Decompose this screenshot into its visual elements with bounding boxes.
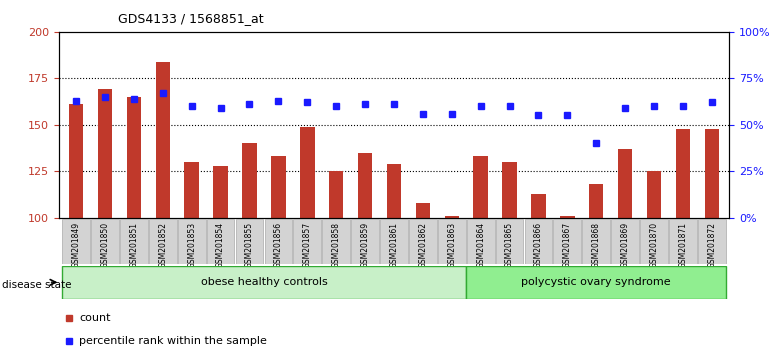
Bar xyxy=(322,219,350,264)
Bar xyxy=(178,219,205,264)
Bar xyxy=(554,219,581,264)
Bar xyxy=(155,62,170,218)
Text: GSM201855: GSM201855 xyxy=(245,222,254,268)
Text: GSM201871: GSM201871 xyxy=(678,222,688,268)
Text: GSM201865: GSM201865 xyxy=(505,222,514,268)
Bar xyxy=(91,219,119,264)
Text: GSM201849: GSM201849 xyxy=(71,222,81,268)
Bar xyxy=(705,129,719,218)
Text: GSM201858: GSM201858 xyxy=(332,222,341,268)
Bar xyxy=(495,219,524,264)
Text: GSM201863: GSM201863 xyxy=(447,222,456,268)
Text: GSM201850: GSM201850 xyxy=(100,222,110,268)
Text: GDS4133 / 1568851_at: GDS4133 / 1568851_at xyxy=(118,12,263,25)
Text: GSM201859: GSM201859 xyxy=(361,222,369,268)
Text: GSM201866: GSM201866 xyxy=(534,222,543,268)
Bar xyxy=(184,162,199,218)
Bar xyxy=(474,156,488,218)
Bar xyxy=(149,219,176,264)
Text: GSM201864: GSM201864 xyxy=(476,222,485,268)
Text: GSM201867: GSM201867 xyxy=(563,222,572,268)
Text: percentile rank within the sample: percentile rank within the sample xyxy=(79,336,267,346)
Bar xyxy=(466,266,726,299)
Bar xyxy=(264,219,292,264)
Bar xyxy=(589,184,604,218)
Text: GSM201851: GSM201851 xyxy=(129,222,139,268)
Bar xyxy=(329,171,343,218)
Bar xyxy=(358,153,372,218)
Bar xyxy=(640,219,668,264)
Bar xyxy=(127,97,141,218)
Bar xyxy=(532,194,546,218)
Bar xyxy=(618,149,633,218)
Text: GSM201872: GSM201872 xyxy=(707,222,717,268)
Bar xyxy=(583,219,610,264)
Text: count: count xyxy=(79,313,111,323)
Bar xyxy=(62,266,466,299)
Text: GSM201852: GSM201852 xyxy=(158,222,167,268)
Bar xyxy=(351,219,379,264)
Text: GSM201854: GSM201854 xyxy=(216,222,225,268)
Bar xyxy=(207,219,234,264)
Bar xyxy=(647,171,661,218)
Text: disease state: disease state xyxy=(2,280,72,290)
Bar xyxy=(524,219,552,264)
Bar xyxy=(612,219,639,264)
Bar xyxy=(409,219,437,264)
Bar xyxy=(669,219,697,264)
Bar xyxy=(445,216,459,218)
Bar xyxy=(387,164,401,218)
Bar xyxy=(69,104,83,218)
Text: polycystic ovary syndrome: polycystic ovary syndrome xyxy=(521,277,671,287)
Bar xyxy=(120,219,148,264)
Text: GSM201857: GSM201857 xyxy=(303,222,312,268)
Text: obese healthy controls: obese healthy controls xyxy=(201,277,327,287)
Bar xyxy=(293,219,321,264)
Bar xyxy=(438,219,466,264)
Bar xyxy=(300,127,314,218)
Bar xyxy=(62,219,90,264)
Bar xyxy=(271,156,285,218)
Text: GSM201856: GSM201856 xyxy=(274,222,283,268)
Bar xyxy=(698,219,726,264)
Bar xyxy=(242,143,256,218)
Bar xyxy=(236,219,263,264)
Bar xyxy=(676,129,690,218)
Text: GSM201869: GSM201869 xyxy=(621,222,630,268)
Text: GSM201870: GSM201870 xyxy=(649,222,659,268)
Bar xyxy=(560,216,575,218)
Text: GSM201862: GSM201862 xyxy=(419,222,427,268)
Bar xyxy=(466,219,495,264)
Bar xyxy=(213,166,228,218)
Text: GSM201861: GSM201861 xyxy=(390,222,398,268)
Text: GSM201868: GSM201868 xyxy=(592,222,601,268)
Bar xyxy=(380,219,408,264)
Text: GSM201853: GSM201853 xyxy=(187,222,196,268)
Bar xyxy=(503,162,517,218)
Bar xyxy=(98,90,112,218)
Bar xyxy=(416,203,430,218)
